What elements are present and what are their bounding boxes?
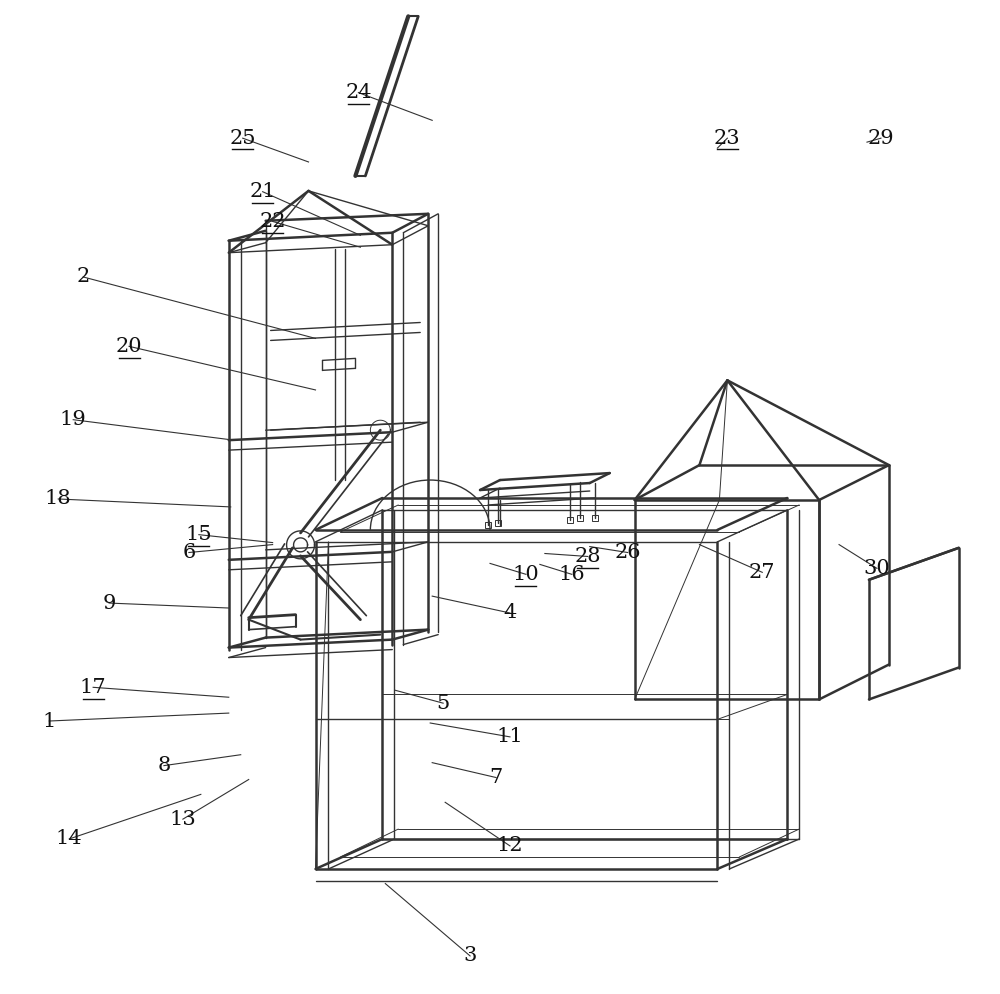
Text: 28: 28 (575, 547, 601, 566)
Bar (567, 517, 573, 523)
Text: 1: 1 (43, 712, 56, 731)
Text: 29: 29 (868, 128, 894, 148)
Text: 14: 14 (56, 829, 83, 849)
Text: 18: 18 (45, 489, 72, 509)
Bar (592, 515, 598, 521)
Text: 16: 16 (558, 565, 585, 583)
Text: 3: 3 (463, 946, 477, 965)
Text: 26: 26 (614, 543, 641, 562)
Text: 11: 11 (497, 728, 523, 746)
Bar (495, 520, 501, 526)
Text: 19: 19 (60, 411, 87, 429)
Text: 21: 21 (249, 182, 276, 201)
Text: 7: 7 (489, 768, 503, 787)
Text: 6: 6 (182, 543, 195, 562)
Text: 9: 9 (102, 593, 116, 612)
Text: 13: 13 (170, 810, 196, 829)
Text: 23: 23 (714, 128, 741, 148)
Text: 30: 30 (864, 559, 890, 578)
Text: 17: 17 (80, 678, 106, 697)
Text: 5: 5 (437, 694, 450, 713)
Text: 25: 25 (229, 128, 256, 148)
Text: 24: 24 (345, 83, 372, 102)
Text: 8: 8 (157, 756, 171, 775)
Bar (577, 515, 583, 521)
Text: 22: 22 (259, 212, 286, 231)
Text: 2: 2 (77, 267, 90, 286)
Text: 20: 20 (116, 337, 142, 356)
Text: 15: 15 (186, 525, 212, 544)
Text: 4: 4 (503, 603, 517, 622)
Bar (485, 522, 491, 528)
Text: 27: 27 (749, 563, 776, 581)
Text: 12: 12 (497, 836, 523, 856)
Text: 10: 10 (513, 565, 539, 583)
